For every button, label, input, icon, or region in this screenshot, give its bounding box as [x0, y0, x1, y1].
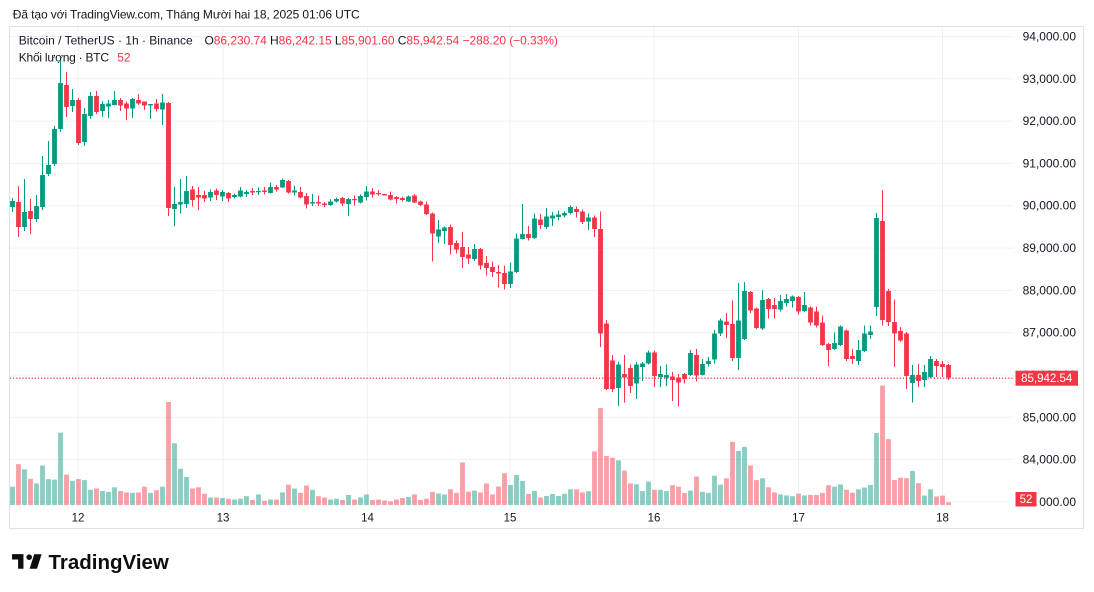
- svg-text:92,000.00: 92,000.00: [1023, 114, 1077, 128]
- svg-text:90,000.00: 90,000.00: [1023, 199, 1077, 213]
- svg-text:O86,230.74 H86,242.15 L85,901.: O86,230.74 H86,242.15 L85,901.60 C85,942…: [205, 34, 558, 48]
- svg-text:16: 16: [648, 513, 661, 525]
- svg-text:88,000.00: 88,000.00: [1023, 283, 1077, 297]
- svg-text:18: 18: [936, 513, 949, 525]
- svg-text:TradingView: TradingView: [49, 551, 169, 574]
- svg-text:000.00: 000.00: [1039, 495, 1076, 509]
- svg-text:Khối lượng · BTC: Khối lượng · BTC: [19, 51, 110, 65]
- svg-text:93,000.00: 93,000.00: [1023, 72, 1077, 86]
- svg-text:89,000.00: 89,000.00: [1023, 241, 1077, 255]
- svg-text:12: 12: [72, 513, 85, 525]
- svg-text:94,000.00: 94,000.00: [1023, 30, 1077, 44]
- svg-text:15: 15: [504, 513, 517, 525]
- svg-text:84,000.00: 84,000.00: [1023, 453, 1077, 467]
- svg-text:52: 52: [117, 51, 131, 65]
- svg-text:87,000.00: 87,000.00: [1023, 326, 1077, 340]
- svg-text:Đã tạo với TradingView.com, Th: Đã tạo với TradingView.com, Tháng Mười h…: [13, 8, 360, 22]
- svg-text:85,942.54: 85,942.54: [1021, 373, 1073, 385]
- svg-text:85,000.00: 85,000.00: [1023, 410, 1077, 424]
- svg-text:52: 52: [1020, 494, 1033, 506]
- svg-text:91,000.00: 91,000.00: [1023, 156, 1077, 170]
- svg-text:14: 14: [361, 513, 374, 525]
- svg-text:17: 17: [792, 513, 805, 525]
- svg-text:13: 13: [217, 513, 230, 525]
- svg-text:Bitcoin / TetherUS · 1h · Bina: Bitcoin / TetherUS · 1h · Binance: [19, 34, 193, 48]
